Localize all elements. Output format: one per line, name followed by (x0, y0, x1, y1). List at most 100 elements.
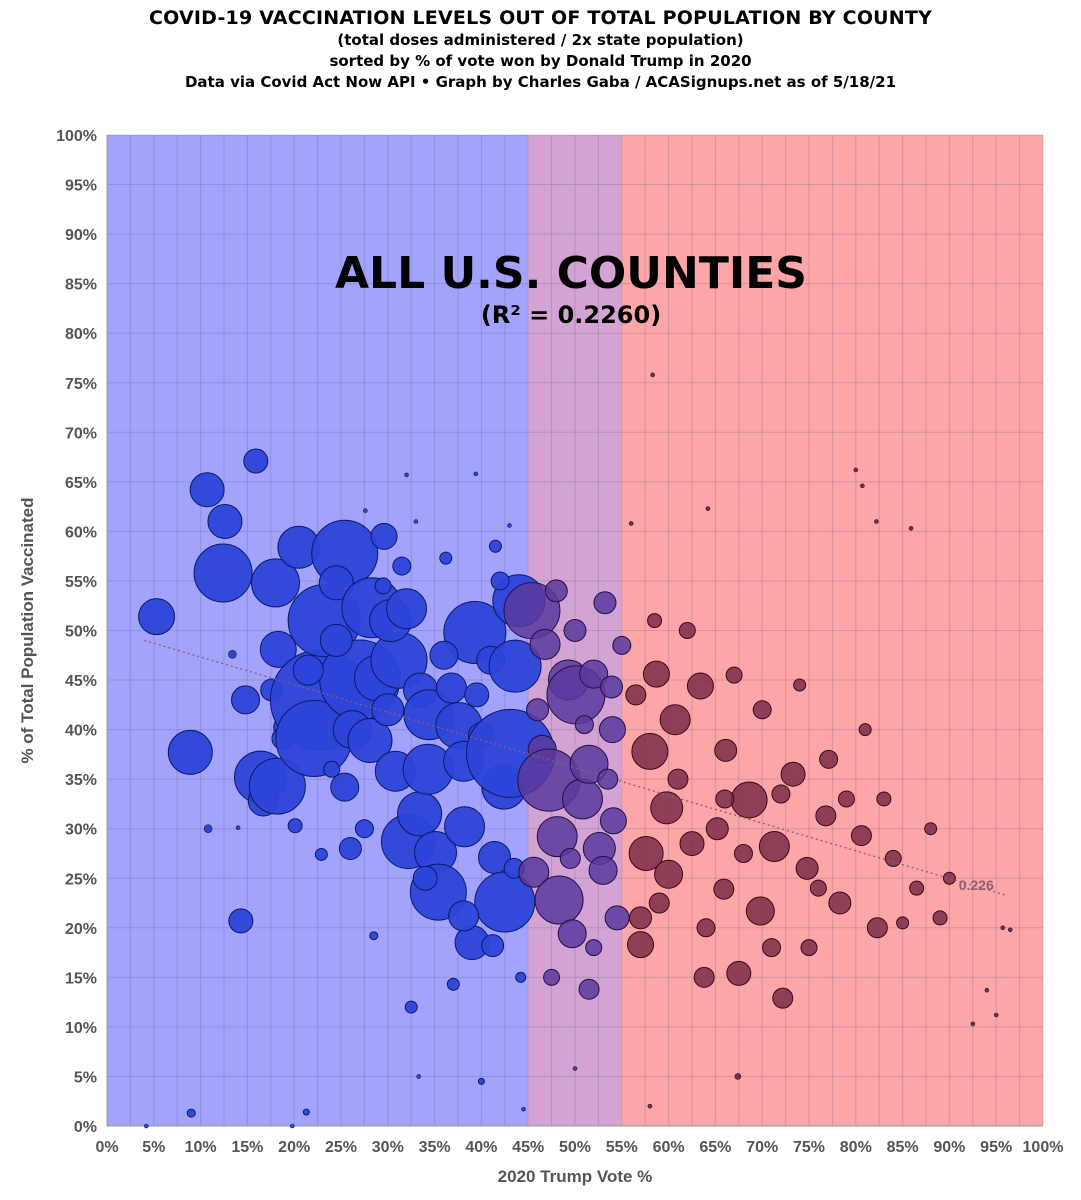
purple-county-bubble (563, 619, 587, 642)
x-tick-label: 70% (746, 1139, 778, 1156)
blue-county-bubble (319, 623, 353, 657)
red-county-bubble (725, 666, 743, 684)
x-tick-label: 85% (887, 1139, 919, 1156)
blue-county-bubble (464, 682, 490, 708)
blue-county-bubble (488, 639, 542, 693)
red-county-bubble (745, 896, 775, 926)
blue-county-bubble (481, 934, 505, 958)
blue-county-bubble (439, 551, 453, 565)
red-county-bubble (752, 700, 772, 720)
blue-county-bubble (444, 806, 486, 848)
red-county-bubble (629, 906, 653, 930)
x-tick-label: 20% (278, 1139, 310, 1156)
x-tick-label: 30% (372, 1139, 404, 1156)
red-county-bubble (771, 784, 791, 804)
purple-county-bubble (597, 768, 619, 790)
blue-county-bubble (330, 772, 360, 802)
purple-county-bubble (578, 978, 600, 1000)
blue-county-bubble (323, 760, 341, 778)
outlier-dot (203, 824, 213, 834)
outlier-dot (228, 649, 237, 659)
red-county-bubble (730, 781, 768, 819)
blue-county-bubble (448, 900, 480, 932)
purple-county-bubble (569, 744, 609, 784)
chart-subtitle-2: sorted by % of vote won by Donald Trump … (329, 52, 752, 70)
y-tick-label: 80% (65, 326, 97, 343)
grid-lines (106, 134, 1044, 1127)
blue-county-bubble (248, 757, 306, 815)
blue-county-bubble (193, 543, 253, 603)
red-county-bubble (631, 732, 669, 770)
blue-county-bubble (429, 640, 459, 670)
y-tick-label: 30% (65, 822, 97, 839)
blue-county-bubble (292, 654, 324, 686)
red-county-bubble (648, 892, 670, 914)
x-tick-label: 95% (980, 1139, 1012, 1156)
outlier-dot (874, 519, 879, 524)
purple-county-bubble (544, 579, 568, 603)
blue-county-bubble (338, 837, 362, 861)
blue-county-bubble (397, 791, 443, 837)
blue-county-bubble (231, 685, 261, 715)
outlier-dot (413, 519, 419, 524)
blue-county-bubble (314, 847, 328, 861)
red-county-bubble (628, 835, 664, 871)
y-tick-label: 10% (65, 1020, 97, 1037)
red-county-bubble (726, 960, 752, 986)
purple-county-bubble (588, 855, 618, 885)
x-tick-label: 90% (933, 1139, 965, 1156)
y-tick-label: 70% (65, 425, 97, 442)
outlier-dot (473, 471, 479, 477)
red-county-bubble (713, 878, 735, 900)
blue-county-bubble (435, 672, 467, 704)
red-county-bubble (896, 916, 910, 930)
red-county-bubble (693, 966, 715, 988)
red-county-bubble (678, 622, 696, 639)
purple-county-bubble (612, 635, 632, 655)
blue-county-bubble (318, 565, 354, 601)
x-tick-label: 80% (840, 1139, 872, 1156)
blue-county-bubble (354, 819, 374, 839)
x-tick-label: 35% (419, 1139, 451, 1156)
outlier-dot (984, 987, 990, 993)
outlier-dot (235, 825, 241, 831)
red-county-bubble (876, 791, 892, 807)
outlier-dot (507, 523, 512, 528)
purple-county-bubble (579, 659, 609, 689)
red-county-bubble (909, 880, 925, 896)
red-county-bubble (696, 918, 716, 938)
blue-county-bubble (302, 1108, 310, 1116)
outlier-dot (521, 1106, 526, 1112)
red-county-bubble (932, 910, 948, 926)
red-county-bubble (705, 817, 729, 841)
purple-county-bubble (599, 807, 627, 835)
red-county-bubble (650, 791, 684, 825)
chart-title: COVID-19 VACCINATION LEVELS OUT OF TOTAL… (148, 7, 933, 29)
blue-county-bubble (404, 1000, 418, 1014)
y-tick-label: 50% (65, 624, 97, 641)
x-tick-label: 0% (95, 1139, 118, 1156)
red-county-bubble (642, 660, 670, 688)
y-tick-label: 20% (65, 921, 97, 938)
y-tick-label: 100% (56, 128, 97, 145)
x-tick-label: 15% (231, 1139, 263, 1156)
red-county-bubble (815, 805, 837, 827)
outlier-dots (144, 372, 1013, 1129)
red-county-bubble (866, 917, 888, 939)
blue-county-bubble (138, 598, 176, 636)
outlier-dot (628, 521, 634, 526)
red-county-bubble (793, 678, 807, 692)
red-county-bubble (772, 987, 794, 1009)
outlier-dot (647, 1103, 653, 1109)
purple-county-bubble (526, 698, 550, 722)
blue-county-bubble (446, 977, 460, 991)
outlier-dot (572, 1066, 578, 1071)
annotation-r-squared: (R² = 0.2260) (481, 301, 661, 329)
blue-county-bubble (259, 630, 297, 668)
blue-county-bubble (374, 577, 392, 595)
outlier-dot (290, 1123, 295, 1129)
y-tick-label: 85% (65, 277, 97, 294)
blue-county-bubble (477, 1077, 485, 1085)
